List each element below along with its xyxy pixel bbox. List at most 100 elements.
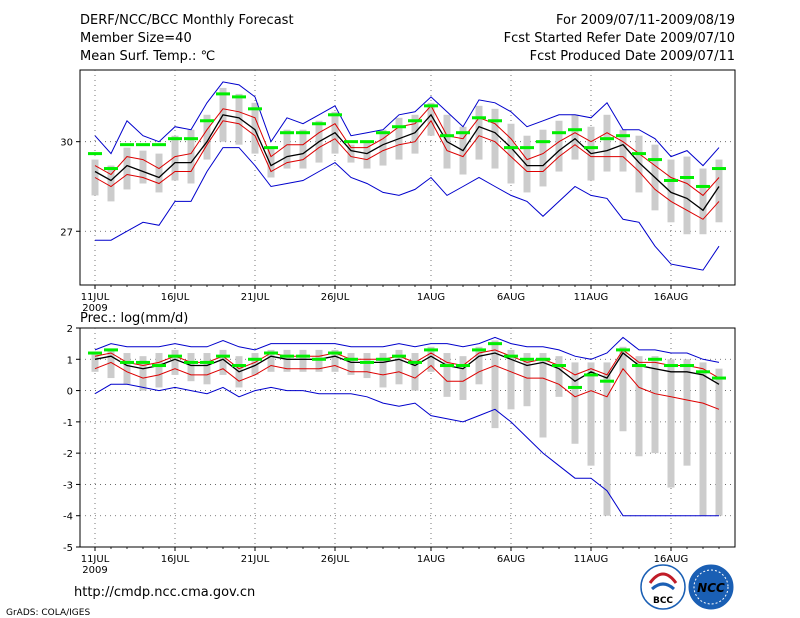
temp-ytick-label: 30 <box>60 138 73 149</box>
member-size-label: Member Size=40 <box>80 31 192 46</box>
precip-xtick-label: 16JUL <box>161 554 190 565</box>
temp-marker <box>88 152 102 156</box>
temp-marker <box>360 140 374 144</box>
precip-marker <box>488 342 502 346</box>
precip-markers <box>88 342 726 389</box>
precip-marker <box>248 357 262 361</box>
temp-marker <box>712 167 726 171</box>
precip-range-box <box>187 353 195 382</box>
precip-marker <box>552 364 566 368</box>
precip-xtick-label: 21JUL <box>241 554 270 565</box>
precip-marker <box>536 357 550 361</box>
temp-marker <box>536 140 550 144</box>
precip-marker <box>680 364 694 368</box>
precip-plot-frame <box>79 327 736 548</box>
figure-title: DERF/NCC/BCC Monthly Forecast <box>80 13 294 28</box>
temp-marker <box>568 128 582 132</box>
temp-range-box <box>555 120 563 172</box>
temp-range-box <box>379 129 387 166</box>
temp-marker <box>504 146 518 150</box>
temp-marker <box>296 131 310 135</box>
temp-marker <box>488 119 502 123</box>
temp-marker <box>152 143 166 147</box>
temp-marker <box>248 107 262 111</box>
temp-range-box <box>107 165 115 202</box>
temp-marker <box>344 140 358 144</box>
temp-range-box <box>635 135 643 193</box>
temp-range-box <box>363 141 371 169</box>
precip-min-line <box>94 383 719 517</box>
precip-panel: 2 1 0 -1 -2 -3 -4 -5 11JUL 16JUL 21JUL 26JUL 1AUG 6AU… <box>63 324 736 576</box>
precip-range-box <box>427 346 435 372</box>
temp-range-box <box>299 129 307 169</box>
ncc-logo: NCC <box>688 564 734 610</box>
temp-marker <box>440 134 454 138</box>
precip-ytick-label: -2 <box>63 449 73 460</box>
temp-spread-lower-line <box>94 119 720 220</box>
precip-range-box <box>91 353 99 372</box>
precip-marker <box>200 360 214 364</box>
temp-range-box <box>347 144 355 163</box>
precip-range-box <box>539 353 547 438</box>
temp-marker <box>552 131 566 135</box>
precip-range-box <box>363 353 371 379</box>
temperature-panel: 27 30 11JUL 16JUL 21JUL 26JUL 1AUG 6AUG 11AUG 16A… <box>60 69 736 314</box>
temp-range-box <box>411 114 419 154</box>
precip-marker <box>360 360 374 364</box>
precip-marker <box>632 364 646 368</box>
precip-marker <box>328 351 342 355</box>
temp-range-box <box>715 159 723 223</box>
temp-range-box <box>171 135 179 181</box>
temp-marker <box>200 119 214 123</box>
precip-range-box <box>667 359 675 488</box>
precip-range-box <box>123 353 131 385</box>
temp-range-box <box>187 129 195 184</box>
temp-marker <box>648 158 662 162</box>
temp-marker <box>472 116 486 120</box>
precip-range-box <box>523 353 531 407</box>
temp-range-box <box>683 156 691 235</box>
temp-range-box <box>203 114 211 160</box>
precip-range-box <box>651 356 659 454</box>
precip-marker <box>152 364 166 368</box>
precip-ytick-label: -3 <box>63 480 73 491</box>
precip-marker <box>584 373 598 377</box>
precip-marker <box>296 354 310 358</box>
precip-marker <box>376 357 390 361</box>
temp-xtick-label: 16JUL <box>161 292 190 303</box>
precip-ytick-label: 2 <box>67 324 73 335</box>
temp-ytick-label: 27 <box>60 227 73 238</box>
temp-marker <box>584 146 598 150</box>
temp-range-box <box>427 102 435 136</box>
precip-ytick-label: -1 <box>63 418 73 429</box>
precip-marker <box>184 360 198 364</box>
temp-mean-line <box>94 113 720 212</box>
temp-xtick-label: 26JUL <box>321 292 350 303</box>
precip-ytick-label: -5 <box>63 543 73 554</box>
precip-marker <box>280 354 294 358</box>
temp-marker <box>664 178 678 182</box>
precip-range-box <box>411 353 419 391</box>
precip-marker <box>168 354 182 358</box>
precip-marker <box>472 348 486 352</box>
precip-range-box <box>603 362 611 516</box>
precip-marker <box>568 385 582 389</box>
temp-marker <box>408 119 422 123</box>
precip-marker <box>216 354 230 358</box>
temp-range-box <box>667 159 675 223</box>
temp-marker <box>600 137 614 141</box>
ncc-logo-text: NCC <box>697 581 725 595</box>
precip-range-box <box>283 349 291 372</box>
precip-range-box <box>587 362 595 466</box>
precip-ytick-label: 0 <box>67 387 73 398</box>
temp-max-line <box>94 81 720 167</box>
temp-xtick-label: 21JUL <box>241 292 270 303</box>
temp-marker <box>680 176 694 179</box>
temp-xtick-label: 11AUG <box>574 292 609 303</box>
fcst-produced-label: Fcst Produced Date 2009/07/11 <box>530 49 735 64</box>
temp-marker <box>328 113 342 117</box>
precip-marker <box>120 360 134 364</box>
precip-marker <box>664 364 678 368</box>
temp-marker <box>168 137 182 141</box>
temp-marker <box>616 134 630 138</box>
